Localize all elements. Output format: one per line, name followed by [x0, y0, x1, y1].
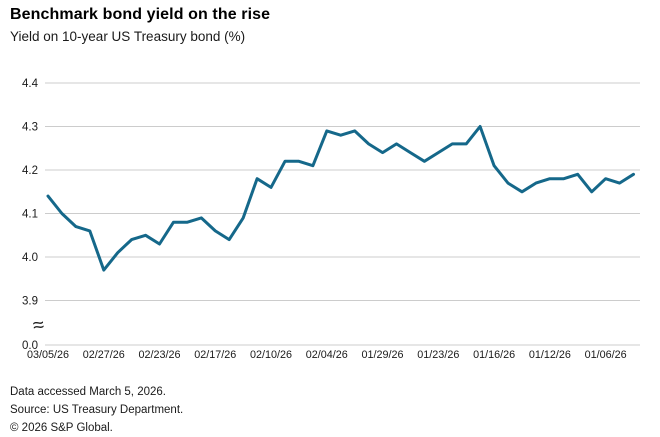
x-tick-label: 02/27/26 — [83, 349, 125, 361]
footnote-source: Source: US Treasury Department. — [10, 404, 184, 416]
x-tick-label: 01/23/26 — [417, 349, 459, 361]
x-tick-label: 01/16/26 — [473, 349, 515, 361]
y-tick-label: 4.3 — [22, 122, 38, 134]
yield-line-chart-svg: 4.4 4.3 4.2 4.1 4.0 3.9 0.0 ≈03/05/26 02/27/26 02… — [22, 78, 640, 361]
chart-title: Benchmark bond yield on the rise — [10, 6, 271, 23]
y-tick-label: 4.2 — [22, 165, 38, 177]
yield-line-series — [46, 125, 635, 272]
x-tick-label: 01/06/26 — [585, 349, 627, 361]
x-tick-label: 02/23/26 — [139, 349, 181, 361]
y-baseline-label: 0.0 — [22, 340, 38, 352]
x-tick-label: 02/10/26 — [250, 349, 292, 361]
axis-break-icon: ≈ — [32, 314, 46, 337]
footnote-data-accessed: Data accessed March 5, 2026. — [10, 386, 166, 398]
chart-subtitle: Yield on 10-year US Treasury bond (%) — [10, 29, 246, 44]
x-tick-label: 02/17/26 — [194, 349, 236, 361]
chart-footnotes: Data accessed March 5, 2026. Source: US … — [10, 383, 183, 437]
x-tick-label: 02/04/26 — [306, 349, 348, 361]
x-tick-label: 03/05/26 — [27, 349, 69, 361]
y-tick-label: 4.0 — [22, 252, 38, 264]
y-tick-label: 3.9 — [22, 296, 38, 308]
x-tick-label: 01/29/26 — [362, 349, 404, 361]
x-tick-label: 01/12/26 — [529, 349, 571, 361]
y-tick-label: 4.1 — [22, 209, 38, 221]
footnote-copyright: © 2026 S&P Global. — [10, 422, 113, 434]
y-tick-label: 4.4 — [22, 78, 39, 90]
yield-line-chart: 4.4 4.3 4.2 4.1 4.0 3.9 0.0 ≈03/05/26 02/27/26 02… — [0, 70, 660, 370]
